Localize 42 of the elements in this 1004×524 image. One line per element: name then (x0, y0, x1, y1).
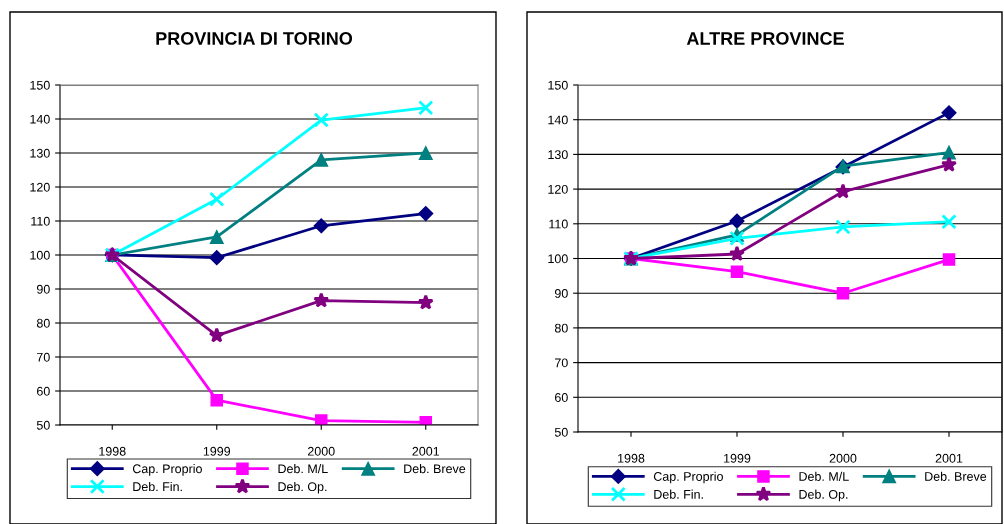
x-tick-label: 1999 (724, 453, 751, 463)
legend-label: Deb. Op. (278, 481, 327, 494)
y-tick-label: 90 (36, 284, 50, 294)
y-tick-label: 150 (30, 80, 50, 90)
x-tick-label: 2000 (307, 446, 335, 456)
x-tick-label: 2000 (829, 453, 857, 463)
y-tick-label: 140 (548, 115, 568, 125)
x-tick-label: 1998 (99, 446, 126, 456)
y-tick-label: 130 (548, 150, 568, 160)
y-tick-label: 50 (36, 420, 50, 430)
y-tick-label: 80 (36, 318, 50, 328)
chart-title: PROVINCIA DI TORINO (156, 32, 353, 45)
y-tick-label: 90 (554, 289, 568, 298)
legend-label: Deb. Breve (404, 464, 466, 474)
x-tick-label: 2001 (935, 453, 963, 463)
y-tick-label: 130 (30, 148, 50, 158)
legend-label: Deb. Breve (925, 471, 987, 481)
y-tick-label: 70 (555, 358, 568, 368)
x-tick-label: 2001 (412, 446, 440, 456)
legend-label: Deb. Fin. (133, 481, 182, 492)
x-tick-label: 1999 (203, 446, 231, 456)
y-tick-label: 100 (548, 254, 568, 264)
y-tick-label: 70 (37, 352, 50, 362)
y-tick-label: 100 (30, 250, 50, 260)
legend-label: Cap. Proprio (653, 471, 723, 484)
x-tick-label: 1998 (618, 453, 645, 463)
y-tick-label: 120 (30, 182, 50, 192)
chart-title: ALTRE PROVINCE (686, 32, 844, 45)
y-tick-label: 60 (37, 386, 50, 396)
y-tick-label: 80 (554, 323, 568, 333)
legend-label: Deb. Fin. (654, 489, 703, 499)
y-tick-label: 110 (31, 216, 50, 226)
y-tick-label: 50 (554, 427, 568, 437)
y-tick-label: 140 (30, 114, 50, 124)
y-tick-label: 110 (549, 219, 568, 229)
y-tick-label: 60 (555, 393, 568, 402)
y-tick-label: 150 (548, 80, 568, 90)
legend-label: Deb. M/L (278, 464, 328, 474)
legend-label: Deb. Op. (799, 489, 848, 502)
legend-label: Cap. Proprio (132, 464, 202, 476)
y-tick-label: 120 (548, 184, 568, 194)
legend-label: Deb. M/L (799, 471, 849, 481)
